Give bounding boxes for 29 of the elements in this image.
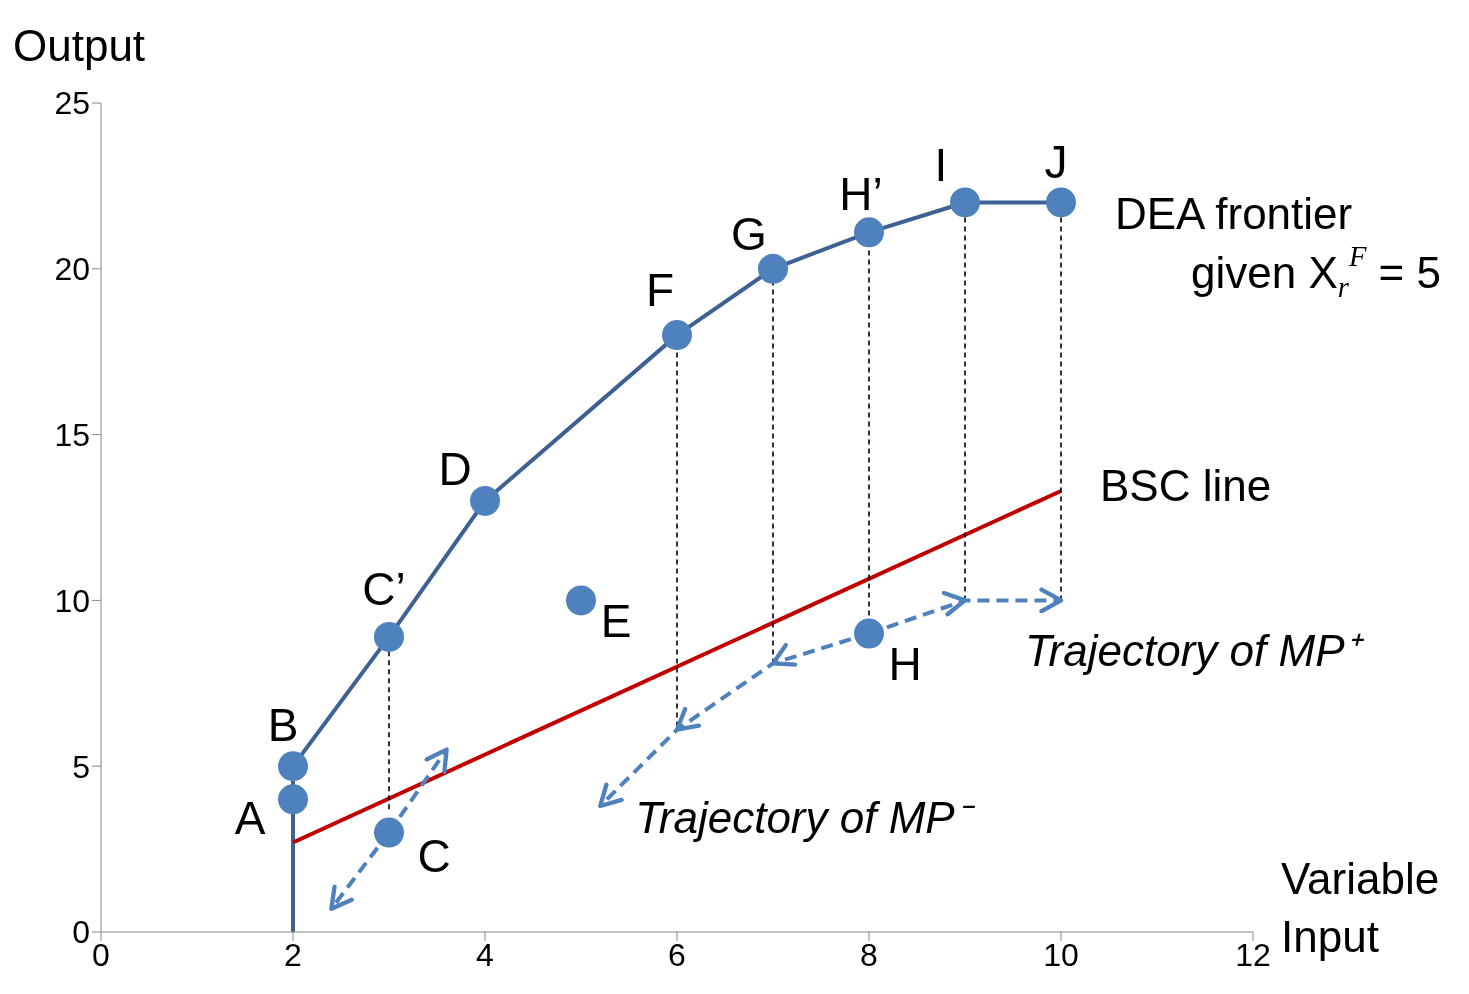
y-tick-label: 25 (54, 85, 90, 122)
annotation: C’ (362, 562, 406, 615)
x-axis-title: Variable Input (1281, 853, 1440, 961)
annotation: G (731, 207, 767, 260)
annotation: C (417, 829, 451, 882)
annotation: E (600, 595, 632, 648)
y-axis-title: Output (13, 20, 146, 70)
annotation: BSC line (1100, 460, 1272, 510)
annotation: D (438, 442, 472, 495)
annotation: DEA frontier given X$_{r}$$^{F}$ = 5 (1115, 188, 1441, 304)
annotation: B (267, 699, 299, 752)
annotation: A (234, 792, 266, 845)
y-tick-label: 20 (54, 251, 90, 288)
annotation: Trajectory of MP⁻ (635, 792, 976, 842)
annotation: I (934, 139, 948, 192)
y-tick-label: 5 (72, 748, 90, 785)
x-tick-label: 2 (284, 936, 302, 973)
annotation: J (1044, 136, 1068, 189)
annotation: Trajectory of MP⁺ (1025, 625, 1366, 675)
annotation: H’ (839, 168, 883, 221)
x-tick-label: 12 (1235, 936, 1271, 973)
x-tick-label: 6 (668, 936, 686, 973)
annotation: F (645, 264, 675, 317)
x-tick-label: 10 (1043, 936, 1079, 973)
x-tick-label: 8 (860, 936, 878, 973)
annotation: H (888, 637, 922, 690)
x-tick-label: 4 (476, 936, 494, 973)
y-tick-label: 10 (54, 582, 90, 619)
y-tick-label: 15 (54, 416, 90, 453)
